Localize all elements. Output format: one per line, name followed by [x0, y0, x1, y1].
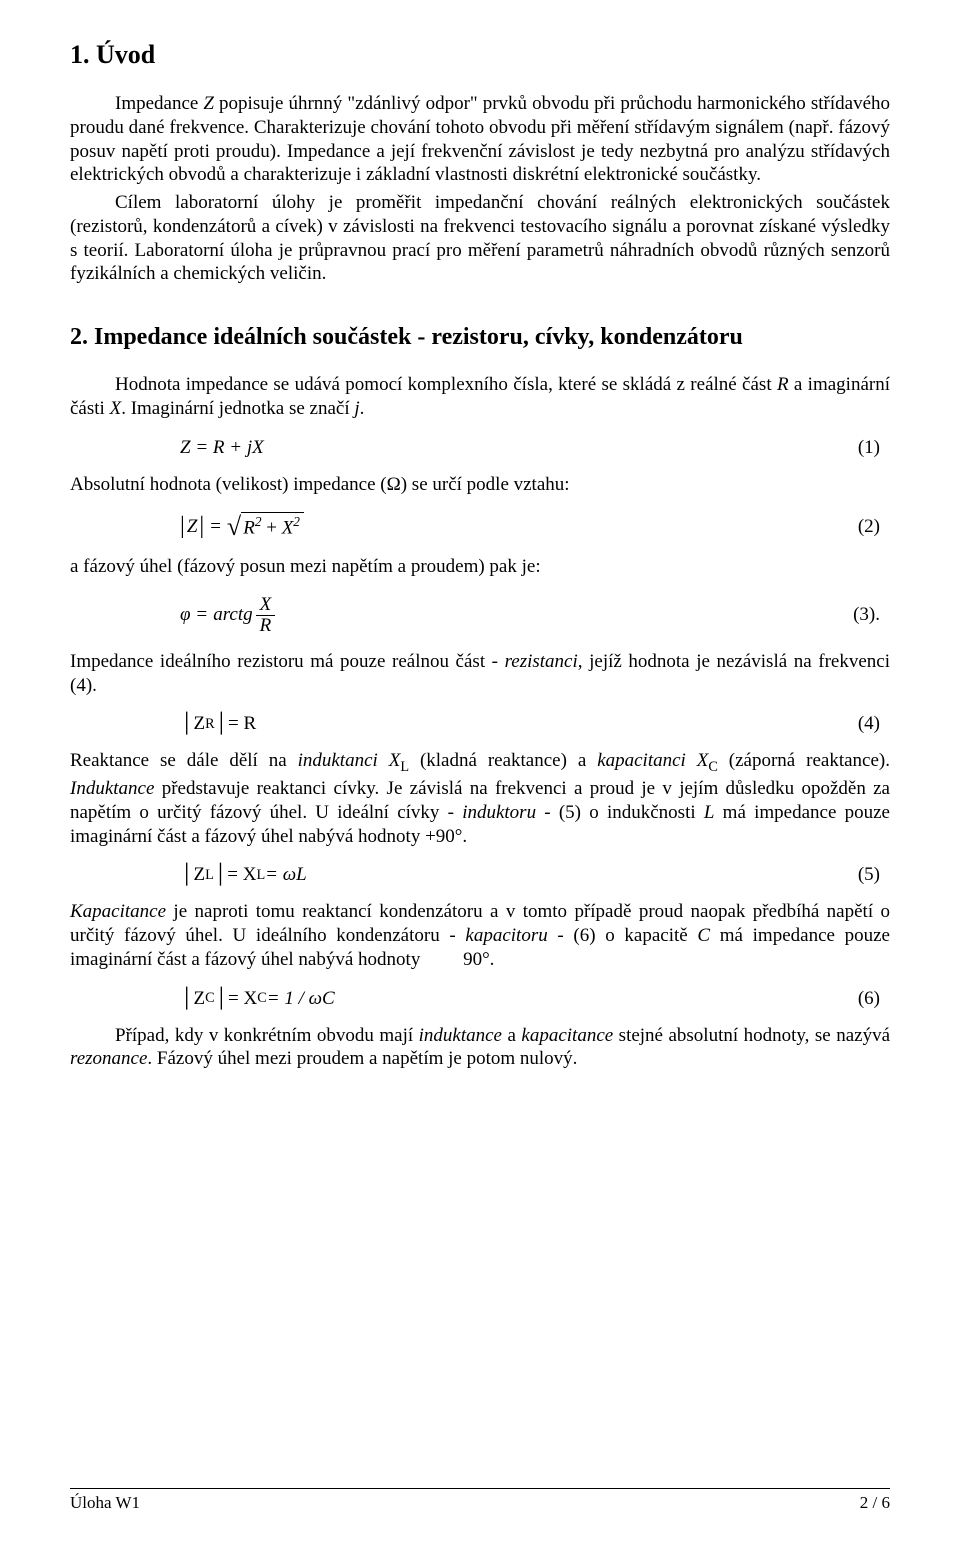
- equation-number: (6): [800, 988, 890, 1010]
- sqrt: √ R2 + X2: [227, 512, 304, 541]
- text: stejné absolutní hodnoty, se nazývá: [613, 1025, 890, 1046]
- symbol-z: Z: [203, 93, 214, 114]
- equation-body: φ = arctg X R: [180, 595, 800, 636]
- text: │= R: [215, 713, 257, 735]
- plus: +: [261, 518, 281, 539]
- symbol-l: L: [704, 802, 715, 823]
- text: Impedance: [115, 93, 203, 114]
- equation-2: |Z|= √ R2 + X2 (2): [70, 512, 890, 541]
- subscript: C: [257, 990, 267, 1007]
- equation-number: (4): [800, 713, 890, 735]
- equation-body: │ZL│= XL = ωL: [180, 864, 800, 886]
- equation-3: φ = arctg X R (3).: [70, 595, 890, 636]
- equals: =: [210, 516, 221, 538]
- abs-bar: |: [199, 513, 204, 540]
- term-kapacitance: Kapacitance: [70, 901, 166, 922]
- equation-number: (3).: [800, 604, 890, 626]
- symbol-r: R: [243, 518, 255, 539]
- paragraph-6: Impedance ideálního rezistoru má pouze r…: [70, 650, 890, 698]
- text: │= X: [215, 988, 258, 1010]
- term-induktance-2: Induktance: [70, 778, 154, 799]
- equation-body: │ZC│= XC = 1 / ωC: [180, 988, 800, 1010]
- equation-body: │ZR│= R: [180, 713, 800, 735]
- symbol-x: X: [110, 398, 122, 419]
- abs-bar: |: [180, 513, 185, 540]
- term-kapacitance: kapacitance: [521, 1025, 613, 1046]
- exponent: 2: [293, 514, 300, 529]
- text: (záporná reaktance).: [718, 750, 890, 771]
- paragraph-3: Hodnota impedance se udává pomocí komple…: [70, 373, 890, 421]
- symbol-r: R: [777, 374, 789, 395]
- term-induktance: induktance: [419, 1025, 502, 1046]
- text: kapacitanci X: [597, 750, 708, 771]
- subscript: C: [205, 990, 215, 1007]
- symbol-z: Z: [187, 516, 198, 538]
- text: . Fázový úhel mezi proudem a napětím je …: [147, 1048, 577, 1069]
- text: │Z: [180, 713, 205, 735]
- text: Reaktance se dále dělí na: [70, 750, 298, 771]
- equation-number: (1): [800, 437, 890, 459]
- footer-left: Úloha W1: [70, 1493, 140, 1513]
- paragraph-4: Absolutní hodnota (velikost) impedance (…: [70, 473, 890, 497]
- paragraph-8: Kapacitance je naproti tomu reaktancí ko…: [70, 900, 890, 971]
- symbol-phi: φ: [180, 604, 191, 626]
- paragraph-intro-2: Cílem laboratorní úlohy je proměřit impe…: [70, 191, 890, 286]
- subscript: R: [205, 716, 215, 733]
- term-rezonance: rezonance: [70, 1048, 147, 1069]
- text: = ωL: [265, 864, 307, 886]
- term-rezistance: rezistanci: [505, 651, 578, 672]
- term-kapacitance: kapacitanci X: [597, 750, 708, 771]
- symbol-x: X: [282, 518, 294, 539]
- equation-5: │ZL│= XL = ωL (5): [70, 864, 890, 886]
- text: │= X: [214, 864, 257, 886]
- subscript: C: [708, 759, 718, 775]
- term-kapacitor: kapacitoru: [465, 925, 547, 946]
- subscript: L: [400, 759, 409, 775]
- text: Impedance ideálního rezistoru má pouze r…: [70, 651, 505, 672]
- sqrt-symbol: √: [227, 514, 241, 543]
- arctg: arctg: [213, 604, 252, 626]
- equation-body: Z = R + jX: [180, 437, 800, 459]
- text: induktanci X: [298, 750, 401, 771]
- text: .: [360, 398, 365, 419]
- text: │Z: [180, 864, 205, 886]
- text: a: [502, 1025, 521, 1046]
- numerator: X: [256, 595, 276, 615]
- equation-number: (5): [800, 864, 890, 886]
- denominator: R: [256, 615, 276, 636]
- subscript: L: [256, 867, 265, 884]
- page-footбer: Úloha W1 2 / 6: [70, 1488, 890, 1513]
- symbol-c: C: [697, 925, 710, 946]
- text: - (6) o kapacitě: [548, 925, 698, 946]
- text: │Z: [180, 988, 205, 1010]
- paragraph-7: Reaktance se dále dělí na induktanci XL …: [70, 749, 890, 848]
- term-induktance: induktanci X: [298, 750, 401, 771]
- heading-impedance-idealnich: 2. Impedance ideálních součástek - rezis…: [70, 324, 890, 351]
- text: Hodnota impedance se udává pomocí komple…: [115, 374, 777, 395]
- equals: =: [197, 604, 208, 626]
- paragraph-9: Případ, kdy v konkrétním obvodu mají ind…: [70, 1024, 890, 1072]
- paragraph-5: a fázový úhel (fázový posun mezi napětím…: [70, 555, 890, 579]
- equation-number: (2): [800, 516, 890, 538]
- equation-1: Z = R + jX (1): [70, 437, 890, 459]
- equation-body: |Z|= √ R2 + X2: [180, 512, 800, 541]
- text: Případ, kdy v konkrétním obvodu mají: [115, 1025, 419, 1046]
- document-page: 1. Úvod Impedance Z popisuje úhrnný "zdá…: [0, 0, 960, 1541]
- term-induktor: induktoru: [462, 802, 536, 823]
- heading-uvod: 1. Úvod: [70, 40, 890, 70]
- text: = 1 / ωC: [267, 988, 335, 1010]
- footer-right: 2 / 6: [860, 1493, 890, 1513]
- sqrt-arg: R2 + X2: [241, 512, 304, 541]
- text: . Imaginární jednotka se značí: [121, 398, 354, 419]
- fraction: X R: [256, 595, 276, 636]
- text: - (5) o indukčnosti: [536, 802, 704, 823]
- text: (kladná reaktance) a: [409, 750, 597, 771]
- paragraph-intro-1: Impedance Z popisuje úhrnný "zdánlivý od…: [70, 92, 890, 187]
- subscript: L: [205, 867, 214, 884]
- equation-6: │ZC│= XC = 1 / ωC (6): [70, 988, 890, 1010]
- equation-4: │ZR│= R (4): [70, 713, 890, 735]
